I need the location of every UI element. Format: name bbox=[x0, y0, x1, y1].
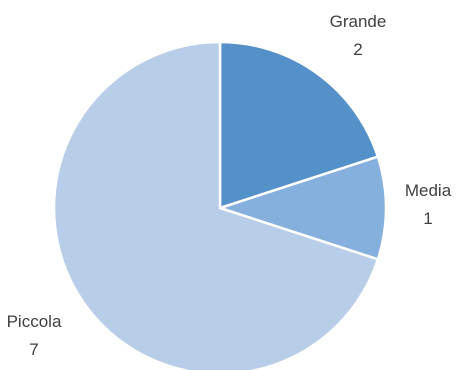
label-grande-name: Grande bbox=[330, 12, 387, 31]
label-media-value: 1 bbox=[423, 209, 432, 228]
label-piccola-name: Piccola bbox=[7, 312, 62, 331]
label-grande-value: 2 bbox=[353, 40, 362, 59]
label-piccola-value: 7 bbox=[29, 340, 38, 359]
pie-slices bbox=[54, 42, 386, 370]
label-media-name: Media bbox=[405, 181, 452, 200]
